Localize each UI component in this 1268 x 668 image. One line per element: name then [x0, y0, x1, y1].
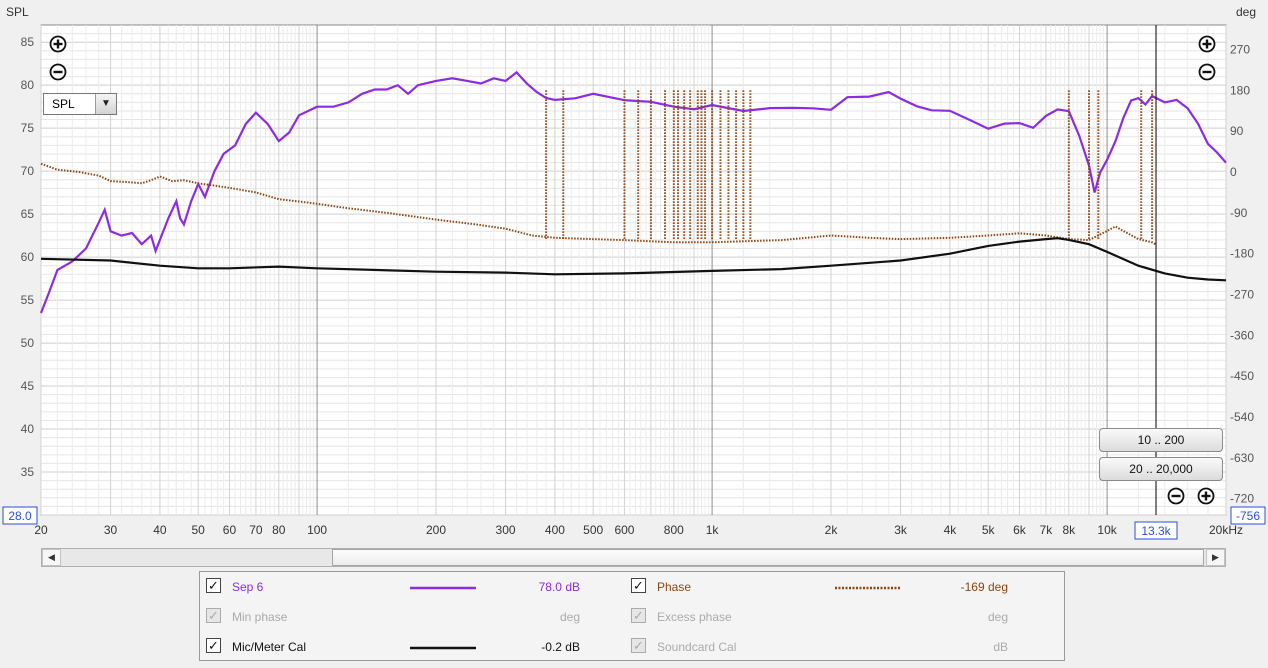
y-tick-label-right: 90: [1230, 124, 1244, 138]
y-tick-label-right: 180: [1230, 83, 1250, 97]
checkbox-mic-meter-cal[interactable]: ✓: [206, 638, 221, 653]
x-tick-label: 20kHz: [1209, 523, 1243, 537]
series-mic-meter-cal: [40, 237, 1227, 282]
range-20-20000-button[interactable]: 20 .. 20,000: [1099, 457, 1223, 481]
y-tick-label-right: -540: [1230, 410, 1254, 424]
zoom-in-icon[interactable]: [49, 35, 67, 53]
right-readout: -756: [1236, 509, 1260, 523]
x-tick-label: 6k: [1013, 523, 1027, 537]
y-tick-label-right: 270: [1230, 43, 1250, 57]
y-tick-label-left: 55: [21, 293, 35, 307]
series-sep-6: [39, 70, 1227, 314]
legend-label-excess-phase: Excess phase: [657, 610, 732, 624]
y-tick-label-left: 50: [21, 336, 35, 350]
legend-value-phase: -169 deg: [960, 580, 1008, 594]
x-tick-label: 50: [192, 523, 206, 537]
y-tick-label-left: 70: [21, 164, 35, 178]
y-tick-label-right: -360: [1230, 328, 1254, 342]
legend-label-min-phase: Min phase: [232, 610, 288, 624]
arrow-left-icon[interactable]: ◀: [42, 549, 61, 566]
x-tick-label: 600: [614, 523, 634, 537]
y-tick-label-left: 85: [21, 35, 35, 49]
x-tick-label: 20: [34, 523, 48, 537]
x-tick-label: 500: [583, 523, 603, 537]
scrollbar-thumb[interactable]: [332, 549, 1204, 566]
left-readout: 28.0: [8, 509, 32, 523]
right-axis-label: deg: [1236, 5, 1256, 19]
x-tick-label: 30: [104, 523, 118, 537]
x-tick-label: 800: [664, 523, 684, 537]
legend-label-phase: Phase: [657, 580, 692, 594]
plot-area[interactable]: [40, 24, 1227, 516]
zoom-out-icon[interactable]: [1167, 487, 1185, 505]
range-10-200-button[interactable]: 10 .. 200: [1099, 428, 1223, 452]
x-tick-label: 70: [249, 523, 263, 537]
x-tick-label: 200: [426, 523, 446, 537]
x-tick-label: 5k: [982, 523, 996, 537]
cursor-readout-box: [1134, 521, 1178, 540]
right-readout-box: [1230, 506, 1266, 525]
checkbox-excess-phase[interactable]: ✓: [631, 608, 646, 623]
cursor-readout: 13.3k: [1141, 524, 1171, 538]
zoom-in-icon[interactable]: [1198, 35, 1216, 53]
legend-row: ✓ Sep 6 78.0 dB ✓ Phase -169 deg: [200, 572, 1066, 602]
legend-label-mic-meter-cal: Mic/Meter Cal: [232, 640, 307, 654]
legend-line-mic-meter-cal: [410, 646, 476, 650]
y-tick-label-left: 65: [21, 207, 35, 221]
measurement-type-select[interactable]: SPL ▼: [43, 93, 117, 115]
horizontal-scrollbar[interactable]: ◀ ▶: [41, 548, 1226, 567]
legend-line-sep6: [410, 586, 476, 590]
legend-value-min-phase: deg: [559, 610, 580, 624]
x-tick-label: 4k: [944, 523, 958, 537]
x-tick-label: 40: [153, 523, 167, 537]
checkbox-soundcard-cal[interactable]: ✓: [631, 638, 646, 653]
y-tick-label-right: 0: [1230, 165, 1237, 179]
x-tick-label: 400: [545, 523, 565, 537]
zoom-out-icon[interactable]: [49, 63, 67, 81]
zoom-out-icon[interactable]: [1198, 63, 1216, 81]
x-tick-label: 300: [496, 523, 516, 537]
x-tick-label: 60: [223, 523, 237, 537]
legend-row: ✓ Mic/Meter Cal -0.2 dB ✓ Soundcard Cal …: [200, 632, 1066, 662]
y-tick-label-right: -630: [1230, 451, 1254, 465]
checkbox-phase[interactable]: ✓: [631, 578, 646, 593]
y-tick-label-left: 80: [21, 78, 35, 92]
legend-value-mic-meter-cal: -0.2 dB: [541, 640, 580, 654]
legend-panel: ✓ Sep 6 78.0 dB ✓ Phase -169 deg ✓ Min p…: [199, 571, 1065, 661]
y-tick-label-right: -90: [1230, 206, 1248, 220]
legend-line-phase: [835, 586, 901, 590]
legend-label-soundcard-cal: Soundcard Cal: [657, 640, 737, 654]
y-tick-label-left: 35: [21, 465, 35, 479]
x-tick-label: 8k: [1062, 523, 1076, 537]
checkbox-sep6[interactable]: ✓: [206, 578, 221, 593]
y-tick-label-left: 45: [21, 379, 35, 393]
x-tick-label: 80: [272, 523, 286, 537]
x-tick-label: 100: [307, 523, 327, 537]
x-tick-label: 2k: [825, 523, 839, 537]
x-tick-label: 7k: [1040, 523, 1054, 537]
x-tick-label: 10k: [1097, 523, 1117, 537]
legend-value-sep6: 78.0 dB: [538, 580, 580, 594]
y-tick-label-left: 60: [21, 250, 35, 264]
left-axis-label: SPL: [6, 5, 29, 19]
legend-value-soundcard-cal: dB: [993, 640, 1008, 654]
y-tick-label-left: 40: [21, 422, 35, 436]
x-tick-label: 1k: [706, 523, 720, 537]
arrow-right-icon[interactable]: ▶: [1206, 549, 1225, 566]
y-tick-label-right: -180: [1230, 247, 1254, 261]
select-value: SPL: [52, 97, 75, 111]
legend-row: ✓ Min phase deg ✓ Excess phase deg: [200, 602, 1066, 632]
y-tick-label-right: -270: [1230, 288, 1254, 302]
left-readout-box: [2, 506, 38, 525]
x-tick-label: 3k: [894, 523, 908, 537]
y-tick-label-right: -720: [1230, 492, 1254, 506]
y-tick-label-left: 75: [21, 121, 35, 135]
chevron-down-icon[interactable]: ▼: [95, 94, 116, 114]
legend-label-sep6: Sep 6: [232, 580, 264, 594]
zoom-in-icon[interactable]: [1197, 487, 1215, 505]
checkbox-min-phase[interactable]: ✓: [206, 608, 221, 623]
legend-value-excess-phase: deg: [987, 610, 1008, 624]
y-tick-label-right: -450: [1230, 369, 1254, 383]
